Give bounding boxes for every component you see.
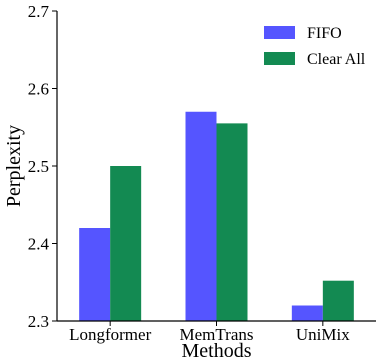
- bar-clear-all-unimix: [322, 280, 354, 321]
- legend: FIFO Clear All: [264, 25, 366, 68]
- bar-clear-all-longformer: [110, 166, 142, 321]
- bars-group: [79, 111, 354, 321]
- x-tick-label: UniMix: [296, 325, 350, 344]
- y-tick-label: 2.6: [28, 80, 49, 99]
- x-axis-title: Methods: [182, 340, 252, 362]
- bar-fifo-memtrans: [185, 111, 217, 321]
- legend-swatch-fifo: [264, 26, 295, 39]
- bar-fifo-longformer: [79, 228, 111, 321]
- bar-fifo-unimix: [291, 305, 323, 321]
- y-tick-label: 2.7: [28, 2, 50, 21]
- y-tick-label: 2.4: [28, 235, 50, 254]
- ticks-group: 2.3 2.4 2.5 2.6 2.7 Longformer MemTrans UniMix: [28, 2, 351, 344]
- x-tick-label: MemTrans: [180, 325, 254, 344]
- legend-swatch-clear-all: [264, 52, 295, 65]
- legend-label-fifo: FIFO: [307, 25, 342, 42]
- bar-clear-all-memtrans: [216, 123, 248, 321]
- x-tick-label: Longformer: [69, 325, 151, 344]
- y-axis-title: Perplexity: [3, 125, 25, 207]
- y-tick-label: 2.5: [28, 157, 49, 176]
- y-tick-label: 2.3: [28, 312, 49, 331]
- legend-label-clear-all: Clear All: [307, 51, 366, 68]
